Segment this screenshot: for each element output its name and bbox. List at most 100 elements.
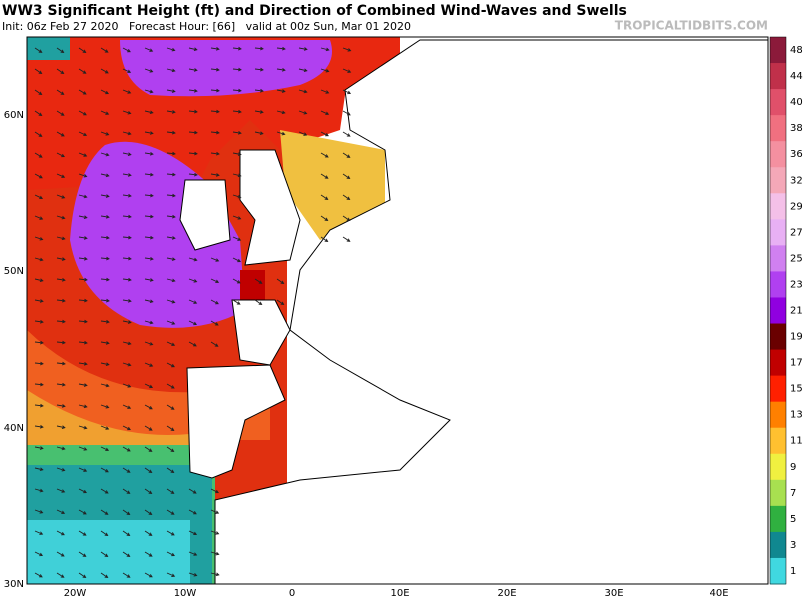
colorbar-label: 27 [790, 227, 803, 238]
arrow [122, 214, 132, 219]
arrow [78, 446, 88, 451]
arrow [166, 193, 176, 198]
arrow [100, 173, 110, 178]
arrow [166, 257, 176, 261]
arrow [188, 130, 198, 135]
colorbar-swatch [770, 219, 786, 246]
arrow [122, 467, 131, 473]
arrow [232, 67, 242, 72]
arrow [276, 68, 286, 72]
arrow [34, 215, 44, 220]
arrow [232, 278, 241, 284]
arrow [144, 425, 153, 431]
arrow [166, 299, 176, 304]
lon-label: 0 [289, 588, 295, 599]
colorbar-swatch [770, 531, 786, 559]
arrow [100, 488, 109, 494]
arrow [56, 382, 66, 387]
arrow [56, 257, 66, 261]
colorbar-swatch [770, 37, 786, 64]
arrow [210, 299, 219, 305]
arrow [34, 278, 44, 283]
arrow [56, 340, 66, 345]
arrow [144, 551, 153, 557]
colorbar-swatch [770, 89, 786, 116]
arrow [34, 194, 44, 200]
colorbar-swatch [770, 505, 786, 533]
colorbar-swatch [770, 401, 786, 429]
arrow [232, 257, 241, 263]
arrow [188, 278, 198, 283]
arrow [254, 110, 264, 114]
arrow [232, 215, 242, 220]
colorbar-swatch [770, 63, 786, 90]
arrow [188, 530, 198, 536]
colorbar-label: 17 [790, 358, 803, 369]
arrow [78, 89, 87, 95]
arrow [100, 404, 110, 409]
arrow [78, 319, 88, 324]
arrow [100, 194, 110, 198]
arrow [56, 509, 66, 515]
arrow [56, 47, 65, 54]
arrow [34, 89, 43, 96]
lat-label: 60N [4, 110, 24, 121]
arrow [78, 47, 87, 53]
colorbar-swatch [770, 557, 786, 585]
arrow [34, 319, 44, 324]
arrow [232, 173, 242, 178]
colorbar-label: 44 [790, 71, 803, 82]
arrow [210, 341, 219, 347]
arrow [78, 551, 87, 557]
arrow [122, 551, 131, 557]
arrow [166, 488, 175, 494]
arrow [122, 193, 132, 198]
arrow [144, 235, 154, 240]
arrow [342, 89, 352, 95]
colorbar-swatch [770, 167, 786, 194]
arrow [342, 152, 351, 158]
arrow [78, 173, 88, 178]
arrow [188, 257, 198, 262]
arrow [276, 278, 285, 285]
arrow [188, 320, 198, 326]
arrow [56, 278, 66, 282]
arrow [56, 488, 66, 493]
arrow [144, 89, 154, 94]
colorbar-label: 38 [790, 123, 803, 134]
colorbar-swatch [770, 349, 786, 377]
arrow [342, 215, 351, 221]
arrow [210, 130, 220, 135]
arrow [342, 47, 352, 52]
arrow [100, 341, 110, 345]
arrow [232, 88, 242, 93]
arrow [166, 236, 176, 240]
arrow [56, 425, 66, 429]
arrow [166, 151, 176, 156]
arrow [122, 425, 131, 431]
arrow [78, 131, 88, 137]
arrow [34, 236, 44, 241]
arrow [188, 68, 198, 72]
arrow [298, 89, 308, 94]
arrow [342, 68, 352, 73]
arrow [100, 256, 110, 261]
arrow [34, 257, 44, 262]
arrow [188, 88, 198, 93]
colorbar-label: 11 [790, 436, 803, 447]
arrow [188, 299, 198, 304]
lon-label: 40E [709, 588, 728, 599]
arrow [34, 110, 43, 116]
colorbar-swatch [770, 453, 786, 481]
colorbar-swatch [770, 323, 786, 351]
title: WW3 Significant Height (ft) and Directio… [2, 3, 627, 19]
arrow [78, 572, 87, 579]
arrow [320, 110, 330, 115]
arrow [34, 340, 44, 345]
arrow [188, 551, 198, 556]
lat-label: 30N [4, 579, 24, 590]
colorbar-label: 40 [790, 97, 803, 108]
arrow [210, 109, 220, 114]
arrow [34, 173, 43, 179]
colorbar-label: 13 [790, 410, 803, 421]
